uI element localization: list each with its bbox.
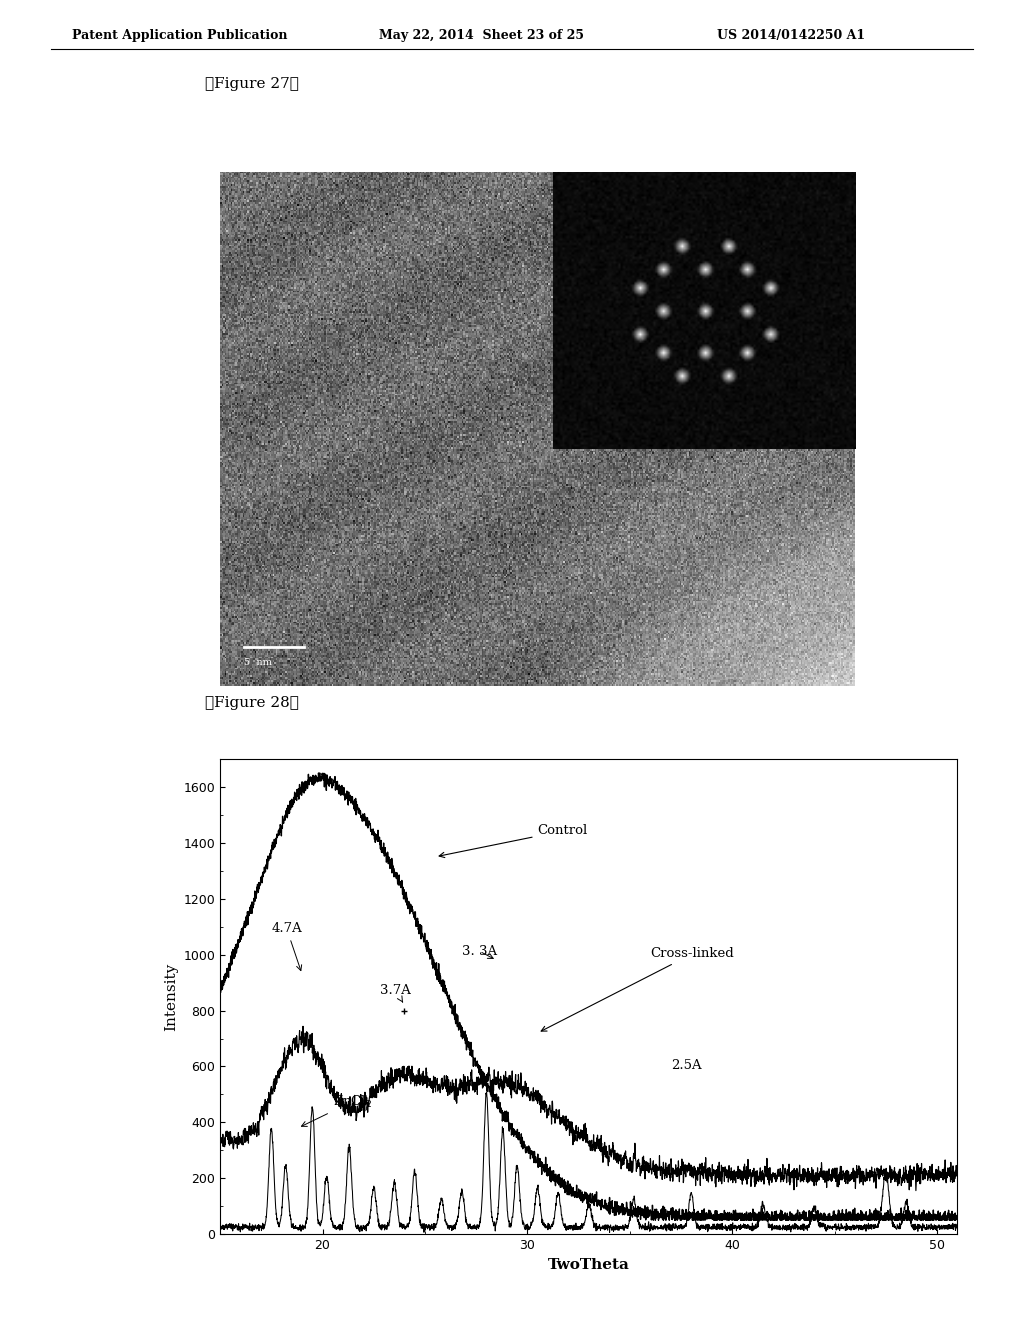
Text: Control: Control <box>439 825 588 858</box>
Text: 4.7A: 4.7A <box>271 923 302 970</box>
Text: 【Figure 27】: 【Figure 27】 <box>205 77 299 91</box>
Text: 3.7A: 3.7A <box>380 983 411 1002</box>
Text: 2.5A: 2.5A <box>671 1059 701 1072</box>
Text: ZnCl$_2$: ZnCl$_2$ <box>301 1093 372 1126</box>
Text: 3. 3A: 3. 3A <box>462 945 497 958</box>
Text: US 2014/0142250 A1: US 2014/0142250 A1 <box>717 29 865 42</box>
Text: 5  nm: 5 nm <box>244 659 271 667</box>
Y-axis label: Intensity: Intensity <box>164 962 178 1031</box>
Text: May 22, 2014  Sheet 23 of 25: May 22, 2014 Sheet 23 of 25 <box>379 29 584 42</box>
Text: 【Figure 28】: 【Figure 28】 <box>205 696 299 710</box>
Text: Cross-linked: Cross-linked <box>541 948 734 1031</box>
Text: Patent Application Publication: Patent Application Publication <box>72 29 287 42</box>
X-axis label: TwoTheta: TwoTheta <box>548 1258 630 1271</box>
